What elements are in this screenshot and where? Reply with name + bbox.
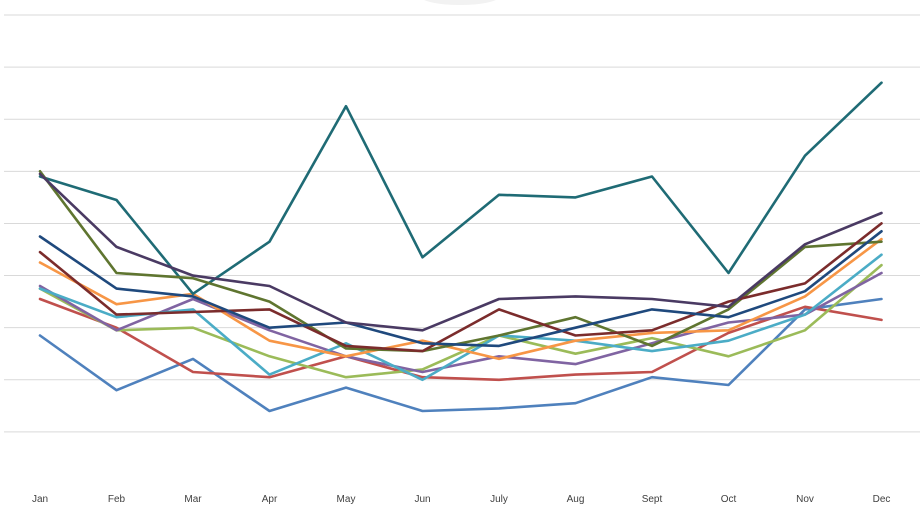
series-line-10	[38, 230, 883, 348]
x-tick-label: Mar	[184, 494, 202, 505]
x-tick-label: Nov	[796, 494, 814, 505]
series-line-3	[38, 263, 883, 379]
x-tick-label: Apr	[262, 494, 278, 505]
x-tick-label: Oct	[721, 494, 737, 505]
x-tick-label: May	[337, 494, 356, 505]
series-line-11	[38, 172, 883, 332]
series-line-5	[38, 253, 883, 382]
series-line-6	[38, 237, 883, 361]
x-tick-label: July	[490, 494, 508, 505]
x-tick-label: Jun	[414, 494, 430, 505]
series-line-9	[38, 222, 883, 353]
x-tick-label: Jan	[32, 494, 48, 505]
series-lines	[38, 81, 883, 413]
top-shadow-decoration	[424, 0, 496, 5]
x-tick-label: Sept	[642, 494, 663, 505]
x-axis-ticks: Jan Feb Mar Apr May Jun July Aug Sept Oct Nov Dec	[32, 494, 890, 505]
x-tick-label: Feb	[108, 494, 126, 505]
series-line-2	[38, 297, 883, 382]
series-line-7	[38, 81, 883, 296]
series-line-4	[38, 271, 883, 374]
x-tick-label: Aug	[567, 494, 585, 505]
x-tick-label: Dec	[873, 494, 891, 505]
